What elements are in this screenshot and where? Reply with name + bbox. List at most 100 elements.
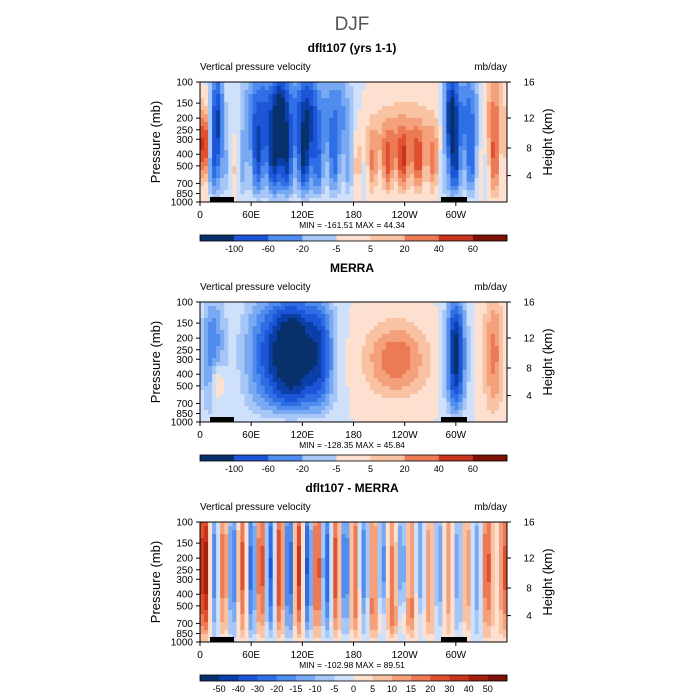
heatmap-cell xyxy=(393,406,399,411)
heatmap-cell xyxy=(292,302,298,307)
heatmap-cell xyxy=(377,382,383,387)
heatmap-cell xyxy=(426,370,431,375)
heatmap-cell xyxy=(200,94,205,99)
heatmap-cell xyxy=(450,366,455,371)
heatmap-cell xyxy=(200,142,205,147)
heatmap-cell xyxy=(426,166,431,171)
heatmap-cell xyxy=(260,178,266,183)
heatmap-cell xyxy=(313,158,318,163)
heatmap-cell xyxy=(240,370,245,375)
heatmap-cell xyxy=(494,174,500,179)
heatmap-cell xyxy=(486,90,492,95)
heatmap-cell xyxy=(244,174,249,179)
heatmap-cell xyxy=(276,346,282,351)
heatmap-cell xyxy=(349,414,354,419)
heatmap-cell xyxy=(272,334,278,339)
heatmap-cell xyxy=(434,362,439,367)
heatmap-cell xyxy=(232,542,237,547)
heatmap-cell xyxy=(438,398,443,403)
heatmap-cell xyxy=(232,538,237,543)
heatmap-cell xyxy=(212,398,217,403)
heatmap-cell xyxy=(458,174,463,179)
heatmap-cell xyxy=(422,394,427,399)
heatmap-cell xyxy=(337,402,342,407)
heatmap-cell xyxy=(373,150,379,155)
heatmap-cell xyxy=(276,102,282,107)
heatmap-cell xyxy=(200,310,205,315)
heatmap-cell xyxy=(418,350,423,355)
heatmap-cell xyxy=(438,338,443,343)
heatmap-cell xyxy=(284,346,290,351)
heatmap-cell xyxy=(369,130,375,135)
heatmap-cell xyxy=(212,402,217,407)
pressure-tick-label: 300 xyxy=(176,135,193,146)
heatmap-cell xyxy=(406,390,411,395)
heatmap-cell xyxy=(422,182,427,187)
heatmap-cell xyxy=(414,314,419,319)
heatmap-cell xyxy=(252,130,257,135)
heatmap-cell xyxy=(381,394,387,399)
heatmap-cell xyxy=(401,142,407,147)
heatmap-cell xyxy=(296,162,302,167)
heatmap-cell xyxy=(361,406,367,411)
heatmap-cell xyxy=(486,382,492,387)
heatmap-cell xyxy=(502,418,508,423)
heatmap-cell xyxy=(272,86,278,91)
heatmap-cell xyxy=(470,146,476,151)
heatmap-cell xyxy=(498,190,504,195)
heatmap-cell xyxy=(288,130,294,135)
heatmap-cell xyxy=(216,414,221,419)
heatmap-cell xyxy=(300,138,306,143)
heatmap-cell xyxy=(228,186,233,191)
heatmap-cell xyxy=(288,162,294,167)
heatmap-cell xyxy=(264,402,270,407)
heatmap-cell xyxy=(228,118,233,123)
heatmap-cell xyxy=(292,414,298,419)
heatmap-cell xyxy=(200,550,205,555)
heatmap-cell xyxy=(224,602,229,607)
heatmap-cell xyxy=(426,334,431,339)
heatmap-cell xyxy=(284,126,290,131)
heatmap-cell xyxy=(502,342,508,347)
heatmap-cell xyxy=(406,142,411,147)
heatmap-cell xyxy=(438,150,443,155)
heatmap-cell xyxy=(446,186,451,191)
heatmap-cell xyxy=(502,114,508,119)
heatmap-cell xyxy=(454,358,459,363)
heatmap-cell xyxy=(244,154,249,159)
heatmap-cell xyxy=(426,418,431,423)
heatmap-cell xyxy=(280,86,286,91)
heatmap-cell xyxy=(292,166,298,171)
heatmap-cell xyxy=(353,106,358,111)
heatmap-cell xyxy=(296,406,302,411)
heatmap-cell xyxy=(357,162,362,167)
heatmap-cell xyxy=(478,342,484,347)
heatmap-cell xyxy=(292,394,298,399)
heatmap-cell xyxy=(240,174,245,179)
heatmap-cell xyxy=(418,354,423,359)
heatmap-cell xyxy=(317,370,322,375)
heatmap-cell xyxy=(502,178,508,183)
heatmap-cell xyxy=(321,350,326,355)
heatmap-cell xyxy=(204,418,209,423)
heatmap-cell xyxy=(296,322,302,327)
heatmap-cell xyxy=(410,310,415,315)
heatmap-cell xyxy=(260,114,266,119)
heatmap-cell xyxy=(466,378,472,383)
heatmap-cell xyxy=(426,126,431,131)
heatmap-cell xyxy=(482,114,488,119)
heatmap-cell xyxy=(466,94,472,99)
heatmap-cell xyxy=(470,382,476,387)
heatmap-cell xyxy=(268,410,274,415)
heatmap-cell xyxy=(252,350,257,355)
heatmap-cell xyxy=(430,194,435,199)
heatmap-cell xyxy=(224,358,229,363)
heatmap-cell xyxy=(232,150,237,155)
heatmap-cell xyxy=(317,314,322,319)
heatmap-cell xyxy=(337,330,342,335)
heatmap-cell xyxy=(325,334,330,339)
heatmap-cell xyxy=(454,138,459,143)
heatmap-cell xyxy=(410,150,415,155)
heatmap-cell xyxy=(345,346,350,351)
heatmap-cell xyxy=(377,110,383,115)
